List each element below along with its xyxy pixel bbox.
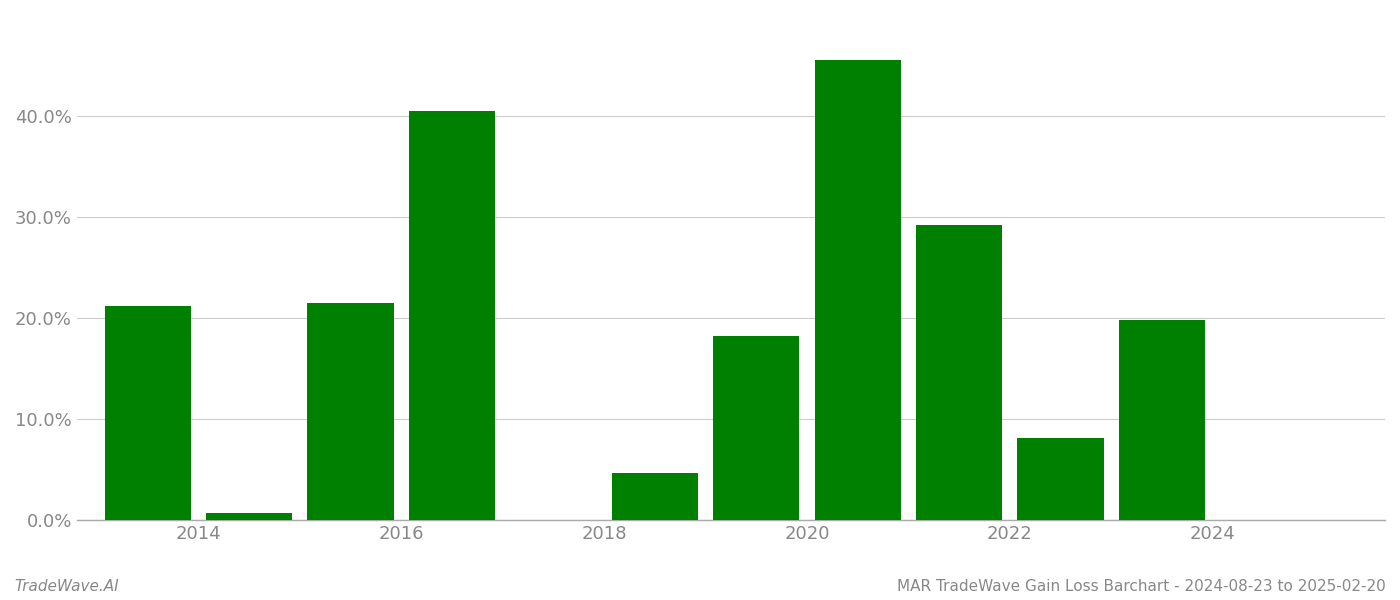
Bar — [713, 336, 799, 520]
Bar — [916, 225, 1002, 520]
Text: MAR TradeWave Gain Loss Barchart - 2024-08-23 to 2025-02-20: MAR TradeWave Gain Loss Barchart - 2024-… — [897, 579, 1386, 594]
Bar — [1018, 439, 1103, 520]
Bar — [105, 306, 190, 520]
Bar — [409, 111, 496, 520]
Bar — [815, 61, 900, 520]
Text: TradeWave.AI: TradeWave.AI — [14, 579, 119, 594]
Bar — [206, 513, 293, 520]
Bar — [612, 473, 699, 520]
Bar — [308, 303, 393, 520]
Bar — [1119, 320, 1205, 520]
